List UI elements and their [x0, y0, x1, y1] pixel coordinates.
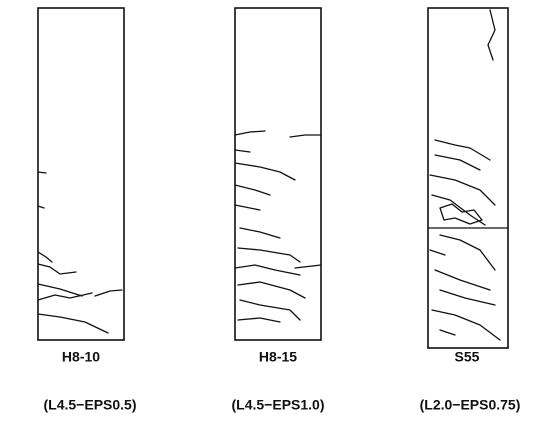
column-outline: [37, 7, 125, 341]
panel-label: S55: [455, 349, 480, 365]
column-h8-15: H8-15 (L4.5−EPS1.0): [232, 7, 325, 413]
panel-sublabel: (L4.5−EPS0.5): [44, 397, 137, 413]
panel-sublabel: (L2.0−EPS0.75): [420, 397, 521, 413]
column-outline: [234, 7, 322, 341]
panel-label: H8-10: [62, 349, 100, 365]
crack-pattern: [234, 130, 322, 323]
column-s55: S55 (L2.0−EPS0.75): [420, 7, 521, 413]
crack-pattern: [429, 9, 501, 341]
column-h8-10: H8-10 (L4.5−EPS0.5): [37, 7, 137, 413]
crack-pattern: [37, 171, 123, 334]
panel-label: H8-15: [259, 349, 297, 365]
column-outline: [427, 7, 509, 349]
panel-sublabel: (L4.5−EPS1.0): [232, 397, 325, 413]
